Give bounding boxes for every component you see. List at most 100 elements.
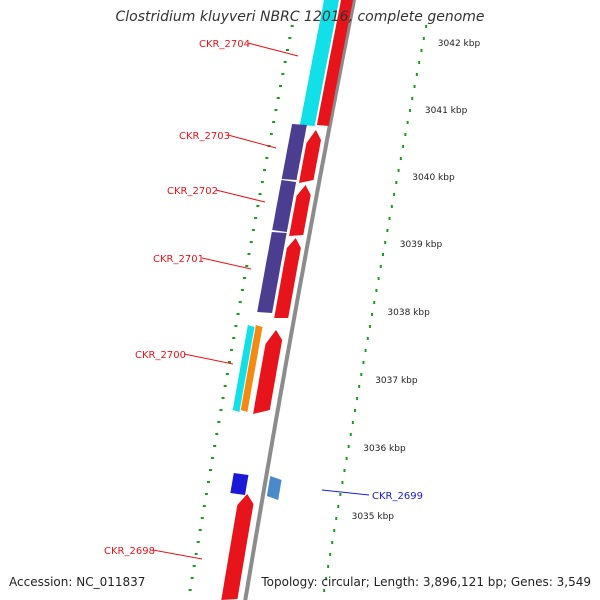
gene-label[interactable]: CKR_2701 — [153, 254, 204, 265]
inner-tick — [188, 589, 192, 591]
inner-tick — [219, 409, 223, 411]
outer-tick — [351, 421, 354, 424]
outer-tick — [377, 277, 380, 280]
outer-tick — [323, 589, 326, 592]
scale-label: 3042 kbp — [438, 39, 481, 49]
inner-tick — [234, 325, 238, 327]
inner-tick — [260, 181, 264, 183]
outer-tick — [395, 181, 398, 184]
scale-label: 3037 kbp — [375, 376, 418, 386]
outer-tick — [331, 541, 334, 544]
inner-tick — [290, 25, 294, 27]
inner-tick — [204, 493, 208, 495]
outer-tick — [425, 25, 428, 28]
outer-tick — [411, 97, 414, 100]
scale-label: 3035 kbp — [352, 512, 395, 522]
leader-line — [201, 257, 252, 270]
inner-tick — [288, 37, 292, 39]
scale-label: 3041 kbp — [425, 106, 468, 116]
cog-band-2704 — [299, 0, 339, 126]
scale-ticks — [188, 25, 428, 592]
inner-tick — [279, 85, 283, 87]
outer-tick — [337, 505, 340, 508]
outer-tick — [360, 373, 363, 376]
gene-label[interactable]: CKR_2699 — [372, 491, 423, 502]
scale-label: 3036 kbp — [363, 444, 406, 454]
outer-tick — [347, 445, 350, 448]
inner-tick — [194, 553, 198, 555]
accession-text: Accession: NC_011837 — [9, 575, 146, 589]
inner-tick — [243, 277, 247, 279]
outer-tick — [386, 229, 389, 232]
backbone — [243, 0, 357, 600]
inner-tick — [221, 397, 225, 399]
cog-band-2703 — [281, 124, 307, 180]
gene-label[interactable]: CKR_2702 — [167, 186, 218, 197]
inner-tick — [263, 169, 267, 171]
inner-tick — [192, 565, 196, 567]
gene-label[interactable]: CKR_2698 — [104, 546, 155, 557]
outer-tick — [366, 337, 369, 340]
inner-tick — [211, 457, 215, 459]
inner-tick — [206, 481, 210, 483]
outer-tick — [406, 121, 409, 124]
outer-tick — [420, 49, 423, 52]
map-title: Clostridium kluyveri NBRC 12016, complet… — [115, 9, 485, 25]
summary-text: Topology: circular; Length: 3,896,121 bp… — [261, 575, 591, 589]
leader-line — [183, 353, 234, 365]
inner-tick — [245, 265, 249, 267]
scale-label: 3040 kbp — [412, 173, 455, 183]
outer-tick — [397, 169, 400, 172]
outer-tick — [404, 133, 407, 136]
outer-tick — [362, 361, 365, 364]
outer-tick — [393, 193, 396, 196]
inner-tick — [283, 61, 287, 63]
outer-tick — [368, 325, 371, 328]
scale-label: 3038 kbp — [387, 308, 430, 318]
inner-tick — [274, 109, 278, 111]
inner-tick — [198, 529, 202, 531]
gene-label[interactable]: CKR_2704 — [199, 39, 250, 50]
inner-tick — [256, 205, 260, 207]
cog-band-2699 — [266, 476, 282, 500]
gene-ckr-2699 — [230, 473, 249, 495]
outer-tick — [333, 529, 336, 532]
gene-label[interactable]: CKR_2700 — [135, 350, 186, 361]
gene-ckr-2701 — [274, 238, 301, 318]
cog-band-2700b — [240, 325, 263, 412]
inner-tick — [269, 133, 273, 135]
inner-tick — [223, 385, 227, 387]
gene-label[interactable]: CKR_2703 — [179, 131, 230, 142]
inner-tick — [213, 445, 217, 447]
inner-tick — [227, 361, 231, 363]
leader-line — [321, 489, 370, 496]
inner-tick — [190, 577, 194, 579]
gene-ckr-2700 — [253, 330, 283, 414]
inner-tick — [236, 313, 240, 315]
inner-tick — [254, 217, 258, 219]
outer-tick — [364, 349, 367, 352]
inner-tick — [281, 73, 285, 75]
inner-tick — [215, 433, 219, 435]
outer-tick — [384, 241, 387, 244]
inner-tick — [209, 469, 213, 471]
gene-ckr-2703 — [299, 130, 321, 183]
inner-tick — [196, 541, 200, 543]
leader-line — [215, 189, 266, 203]
cog-band-2700a — [232, 325, 255, 412]
outer-tick — [418, 61, 421, 64]
outer-tick — [375, 289, 378, 292]
outer-tick — [341, 481, 344, 484]
label-leaders — [152, 42, 370, 560]
outer-tick — [356, 397, 359, 400]
outer-tick — [335, 517, 338, 520]
outer-tick — [399, 157, 402, 160]
outer-tick — [343, 469, 346, 472]
cog-band-2701 — [257, 232, 287, 313]
outer-tick — [422, 37, 425, 40]
outer-tick — [381, 253, 384, 256]
outer-tick — [329, 553, 332, 556]
outer-tick — [371, 313, 374, 316]
outer-tick — [415, 73, 418, 76]
inner-tick — [202, 505, 206, 507]
